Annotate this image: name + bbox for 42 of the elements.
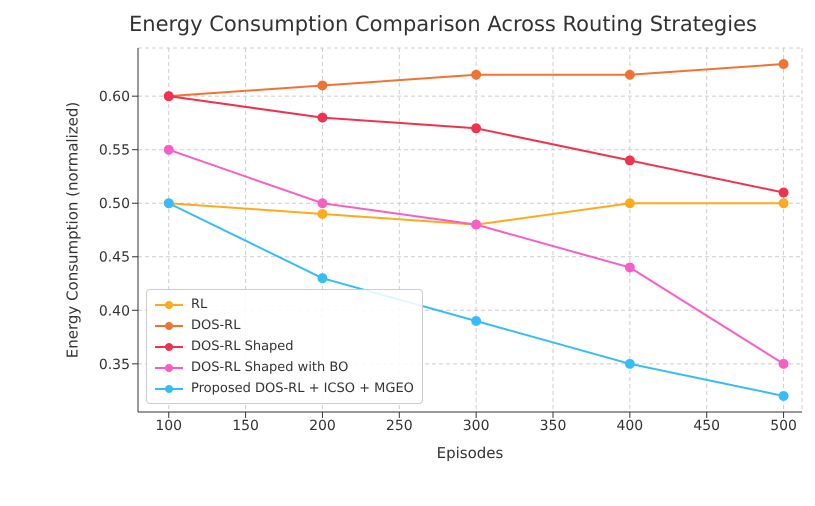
- y-axis-title: Energy Consumption (normalized): [63, 102, 82, 358]
- y-tick-label: 0.55: [98, 142, 130, 159]
- x-tick-label: 350: [540, 418, 566, 434]
- point: [778, 188, 789, 198]
- point: [317, 273, 328, 284]
- x-tick-label: 250: [386, 418, 413, 434]
- x-tick-label: 400: [616, 418, 644, 434]
- point: [624, 70, 635, 80]
- point: [778, 59, 789, 70]
- chart-title: Energy Consumption Comparison Across Routing Strategies: [128, 12, 758, 36]
- legend-label: DOS-RL Shaped with BO: [191, 359, 348, 377]
- y-tick-label: 0.45: [98, 250, 130, 266]
- x-tick-label: 200: [309, 418, 336, 434]
- point: [624, 262, 635, 272]
- point: [317, 80, 328, 90]
- point: [317, 112, 328, 123]
- legend-label: DOS-RL: [191, 317, 240, 335]
- x-axis-title: Episodes: [436, 444, 504, 462]
- y-tick-label: 0.35: [98, 356, 130, 373]
- x-tick-label: 500: [770, 418, 797, 434]
- point: [471, 70, 482, 80]
- y-tick-label: 0.60: [98, 89, 130, 106]
- point: [317, 208, 328, 219]
- x-tick-label: 150: [232, 418, 259, 434]
- point: [624, 198, 635, 208]
- point: [471, 123, 482, 134]
- point: [778, 198, 789, 208]
- legend-label: DOS-RL Shaped: [191, 338, 294, 356]
- point: [778, 358, 789, 369]
- y-tick-label: 0.40: [98, 303, 130, 320]
- y-tick-label: 0.50: [98, 196, 130, 212]
- point: [164, 144, 174, 155]
- point: [624, 155, 635, 166]
- point: [317, 198, 328, 208]
- point: [778, 390, 789, 401]
- point: [624, 358, 635, 369]
- x-tick-label: 300: [462, 418, 490, 434]
- legend-label: Proposed DOS-RL + ICSO + MGEO: [191, 380, 414, 398]
- legend-label: RL: [191, 296, 208, 314]
- point: [471, 316, 482, 326]
- x-tick-label: 100: [155, 418, 182, 434]
- x-tick-label: 450: [693, 418, 720, 434]
